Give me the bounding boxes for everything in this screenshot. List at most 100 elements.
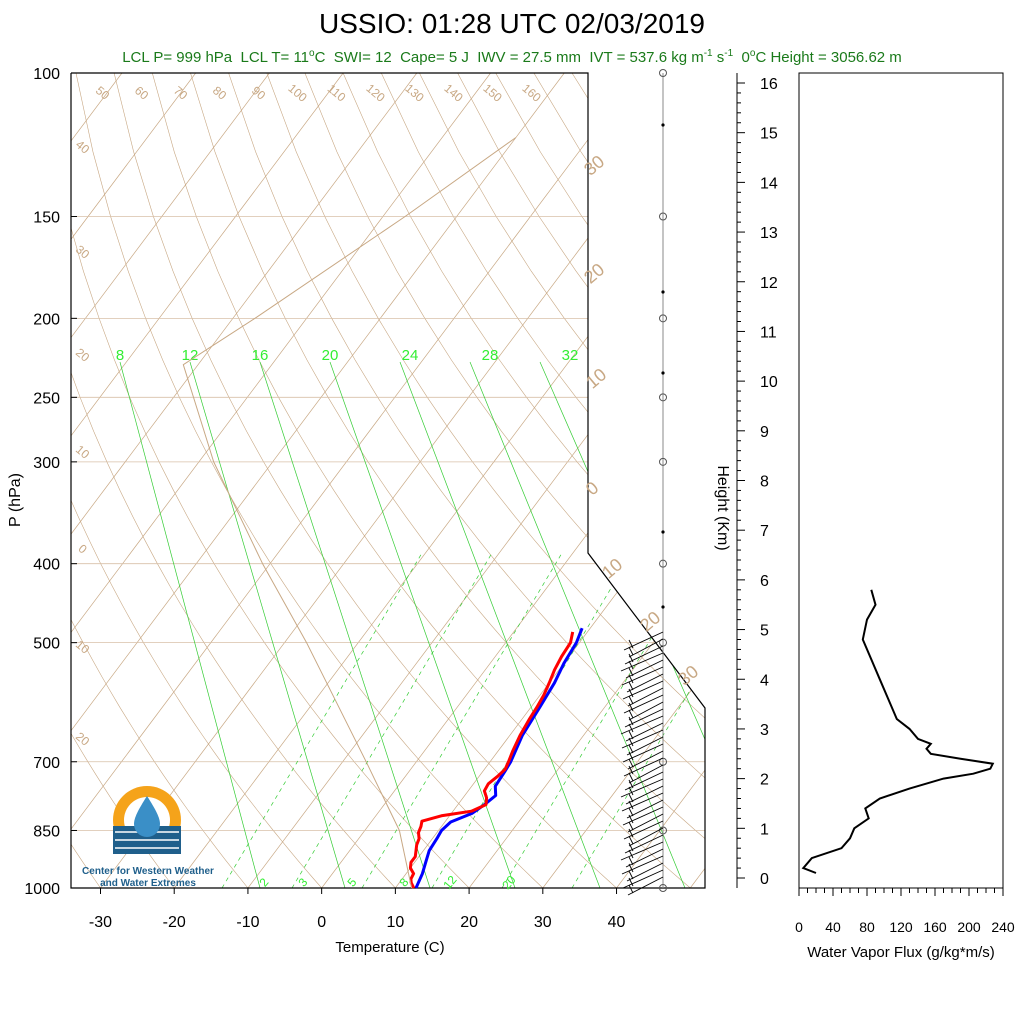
mixing-ratio-label: 28 bbox=[482, 347, 499, 364]
wind-level-circle bbox=[659, 314, 667, 323]
skewt-frame bbox=[70, 72, 706, 889]
wind-barb bbox=[621, 729, 664, 749]
wind-barb bbox=[627, 750, 664, 770]
skewt-grid bbox=[71, 73, 1024, 888]
wind-barb bbox=[622, 680, 664, 700]
wind-barb-flag bbox=[628, 653, 634, 663]
dry-adiabat-line bbox=[725, 73, 1024, 888]
isotherm-line bbox=[247, 73, 705, 888]
dry-adiabat-line bbox=[304, 73, 705, 888]
wind-level-circle bbox=[659, 559, 667, 568]
wind-barb bbox=[622, 869, 664, 889]
wind-barb bbox=[621, 855, 664, 875]
flux-tick-label: 40 bbox=[825, 919, 841, 935]
dry-adiabat-line bbox=[71, 73, 470, 888]
wind-barb-flag bbox=[628, 814, 634, 824]
wind-level-circle bbox=[659, 884, 667, 892]
mixing-ratio-label: 12 bbox=[182, 347, 199, 364]
isotherm-line bbox=[71, 73, 270, 888]
pressure-tick-label: 700 bbox=[33, 755, 60, 772]
wind-barb-flag bbox=[628, 681, 634, 691]
ivt-unit-tail: s bbox=[716, 49, 725, 66]
wind-barb-flag bbox=[628, 646, 634, 656]
temperature-profile-line bbox=[414, 627, 584, 889]
wind-barb-flag bbox=[628, 856, 634, 866]
temperature-tick-label: -30 bbox=[89, 914, 112, 931]
wind-barb bbox=[621, 666, 664, 686]
wind-barb-flag bbox=[628, 877, 634, 887]
dry-adiabat-line bbox=[152, 73, 691, 888]
wind-level-circle bbox=[659, 69, 667, 77]
wind-calm-dot bbox=[661, 530, 665, 534]
wind-barb bbox=[628, 701, 664, 721]
isotherm-label: 90 bbox=[249, 83, 268, 103]
mixing-ratio-dashed-line bbox=[361, 552, 563, 888]
isotherm-line bbox=[100, 73, 705, 888]
adiabat-label: 10 bbox=[598, 554, 626, 582]
wind-barb-flag bbox=[628, 779, 634, 789]
wind-barb-flag bbox=[628, 807, 634, 817]
height-tick-label: 5 bbox=[760, 623, 769, 640]
wind-barb-flag bbox=[628, 716, 634, 726]
mixing-ratio-line bbox=[189, 361, 346, 888]
wind-barb-flag bbox=[628, 863, 634, 873]
isotherm-label-left: 40 bbox=[73, 137, 92, 157]
wind-barb bbox=[628, 764, 664, 784]
wind-barb-flag bbox=[628, 772, 634, 782]
adiabat-label: 20 bbox=[636, 607, 664, 635]
height-tick-label: 0 bbox=[760, 871, 769, 888]
isotherm-label: 80 bbox=[210, 83, 229, 103]
wind-barb bbox=[624, 834, 664, 854]
dry-adiabat-line bbox=[609, 73, 705, 888]
isotherm-label: 150 bbox=[480, 81, 505, 105]
flux-panel-frame bbox=[798, 72, 1004, 889]
height-tick-label: 11 bbox=[760, 324, 777, 341]
isotherm-label: 140 bbox=[441, 81, 466, 105]
iwv-value: IWV = 27.5 mm bbox=[477, 49, 581, 66]
logo-drop-icon bbox=[134, 796, 160, 837]
pressure-tick-label: 300 bbox=[33, 455, 60, 472]
chart-subtitle: LCL P= 999 hPa LCL T= 11oC SWI= 12 Cape=… bbox=[122, 48, 902, 66]
isotherm-label: 60 bbox=[132, 83, 151, 103]
wind-barb bbox=[627, 876, 664, 896]
mixing-ratio-label: 24 bbox=[402, 347, 419, 364]
height-tick-label: 12 bbox=[760, 275, 778, 292]
isotherm-line bbox=[173, 73, 705, 888]
wind-barb-flag bbox=[628, 884, 634, 894]
mixing-ratio-dashed-line bbox=[291, 552, 493, 888]
mixing-ratio-line bbox=[399, 361, 601, 888]
wind-barb bbox=[624, 708, 664, 728]
wind-barb-flag bbox=[628, 835, 634, 845]
lcl-pressure: LCL P= 999 hPa bbox=[122, 49, 233, 66]
swi-value: SWI= 12 bbox=[333, 49, 392, 66]
pressure-tick-label: 100 bbox=[33, 66, 60, 83]
wind-barb-flag bbox=[628, 751, 634, 761]
wind-barb bbox=[622, 806, 664, 826]
wind-barb-flag bbox=[628, 709, 634, 719]
isotherm-label: 100 bbox=[285, 81, 310, 105]
chart-title: USSIO: 01:28 UTC 02/03/2019 bbox=[319, 8, 705, 39]
height-tick-label: 1 bbox=[760, 821, 769, 838]
wind-level-circle bbox=[659, 457, 667, 466]
logo-line-2: and Water Extremes bbox=[100, 878, 196, 889]
isotherm-line bbox=[71, 73, 196, 888]
dry-adiabat-line bbox=[71, 73, 175, 888]
height-tick-label: 15 bbox=[760, 126, 778, 143]
isotherm-line bbox=[71, 73, 639, 888]
freezing-level-prefix: 0 bbox=[741, 49, 750, 66]
wind-barb bbox=[623, 820, 664, 840]
wind-barb bbox=[628, 827, 664, 847]
height-tick-label: 7 bbox=[760, 523, 769, 540]
wind-barb-flag bbox=[628, 744, 634, 754]
wind-barb bbox=[622, 743, 664, 763]
adiabat-label: 0 bbox=[582, 478, 603, 500]
height-tick-label: 13 bbox=[760, 225, 778, 242]
flux-axis-label: Water Vapor Flux (g/kg*m/s) bbox=[807, 944, 995, 961]
isotherm-line bbox=[616, 73, 705, 888]
wind-barb-flag bbox=[628, 842, 634, 852]
wind-barb-flag bbox=[628, 702, 634, 712]
wind-level-circle bbox=[659, 212, 667, 221]
temperature-tick-label: 0 bbox=[317, 914, 326, 931]
wind-calm-dot bbox=[661, 123, 665, 127]
wind-barb bbox=[620, 778, 664, 798]
